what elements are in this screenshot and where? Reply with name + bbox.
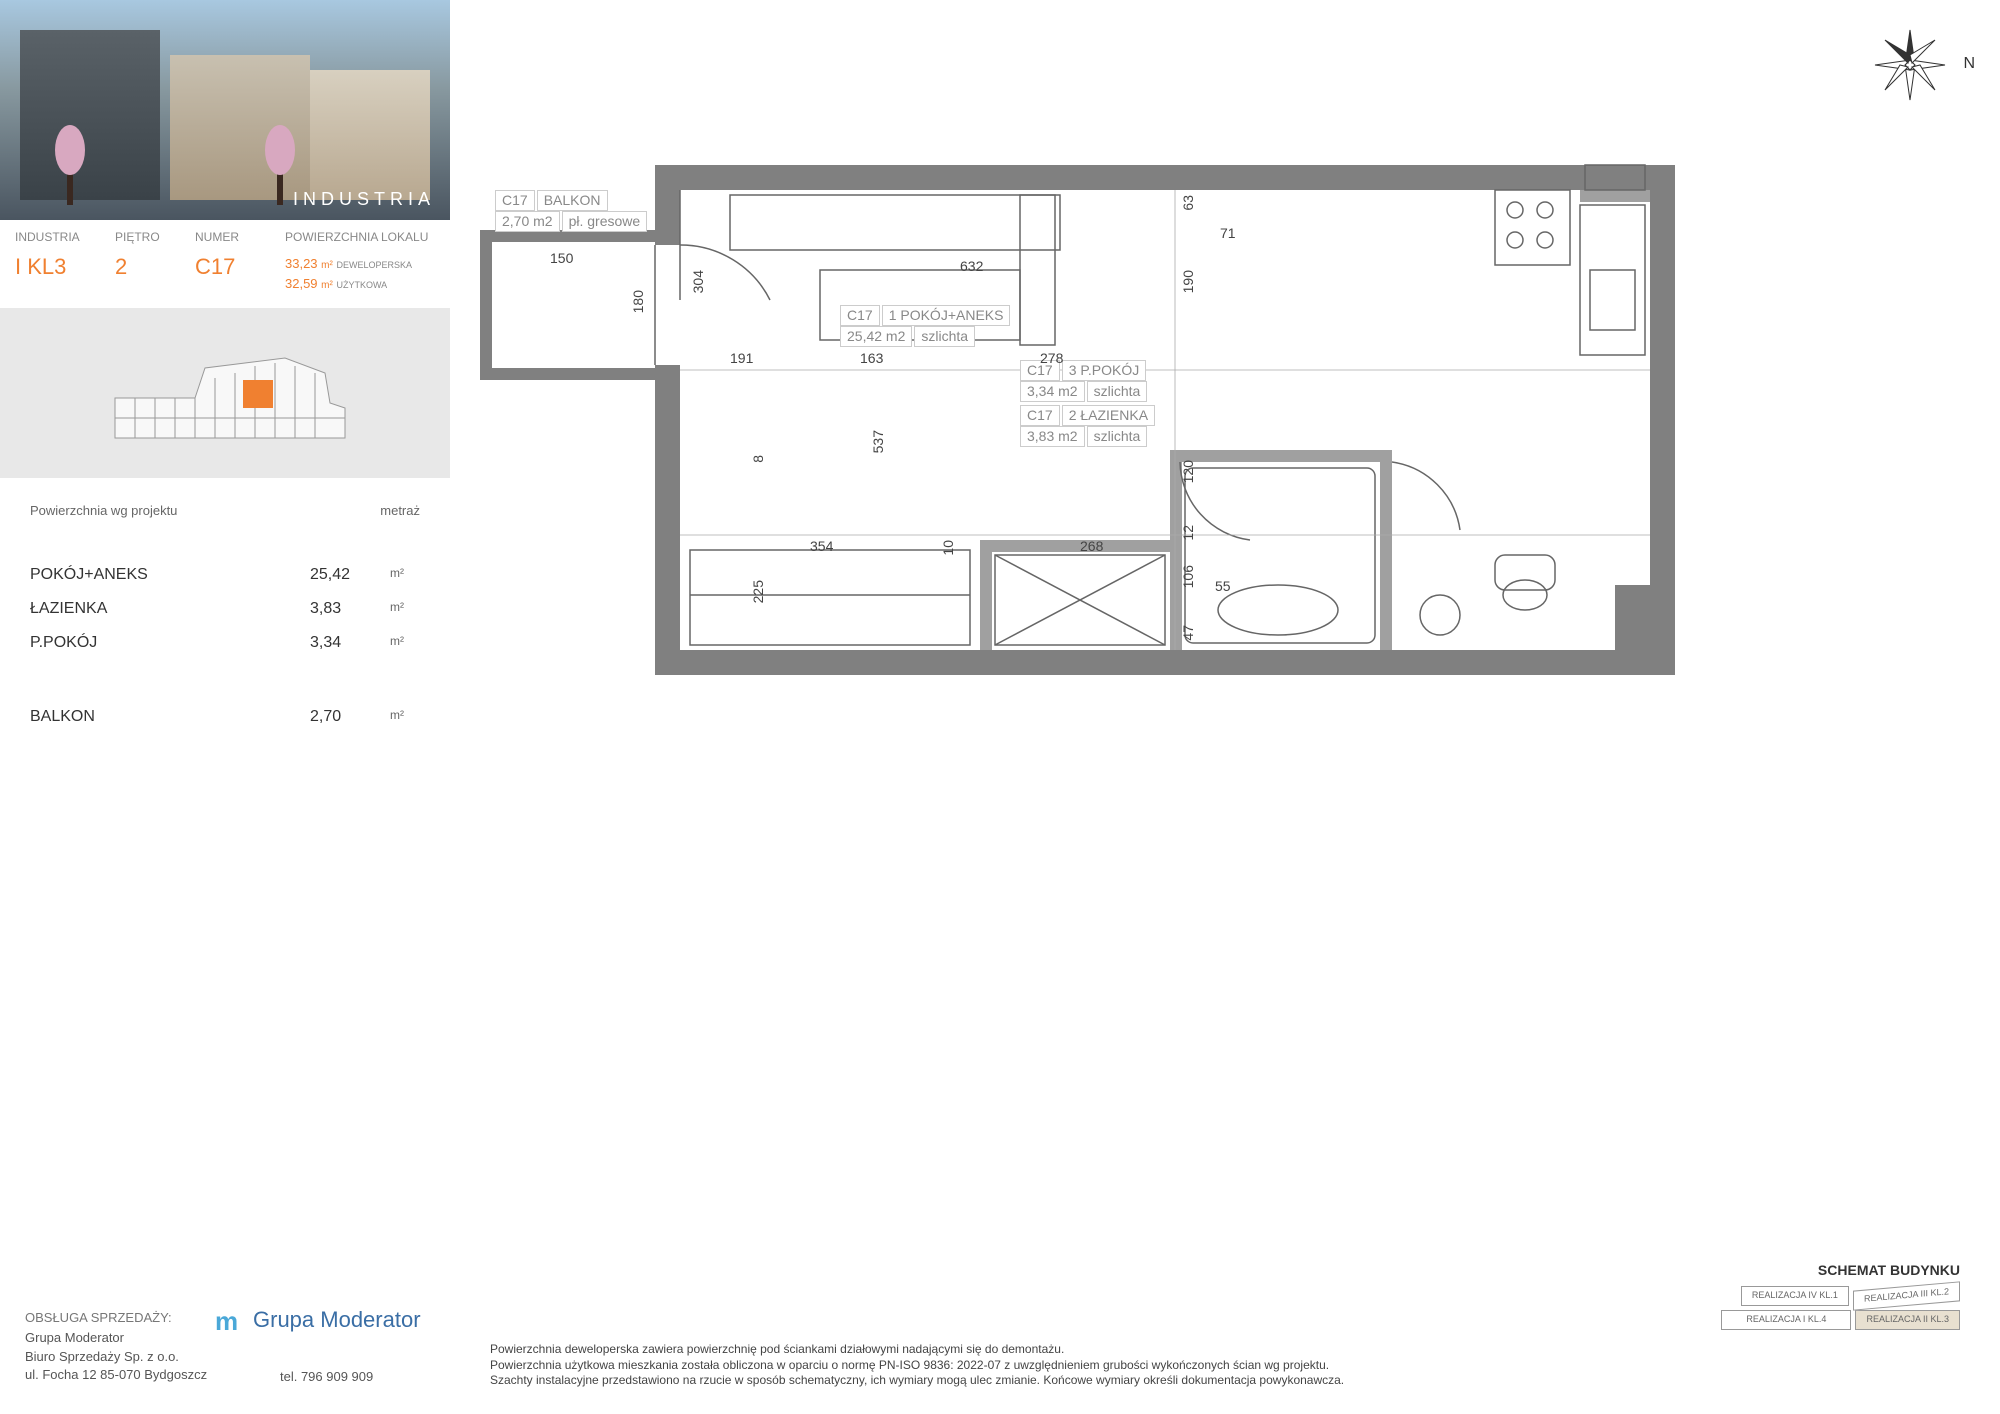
schema-box: REALIZACJA I KL.4 <box>1721 1310 1851 1330</box>
room-table: POKÓJ+ANEKS 25,42 m² ŁAZIENKA 3,83 m² P.… <box>0 528 450 734</box>
info-values: I KL3 2 C17 33,23 m² DEWELOPERSKA 32,59 … <box>0 249 450 308</box>
room-area: 3,34 <box>310 634 390 652</box>
dim: 180 <box>630 290 646 313</box>
table-header-left: Powierzchnia wg projektu <box>30 503 177 518</box>
building-locator <box>0 308 450 478</box>
footnote-line: Szachty instalacyjne przedstawiono na rz… <box>490 1373 1960 1389</box>
value-klatka: I KL3 <box>15 254 115 280</box>
table-header: Powierzchnia wg projektu metraż <box>0 478 450 528</box>
header-numer: NUMER <box>195 230 285 244</box>
dim: 225 <box>750 580 766 603</box>
dim: 150 <box>550 250 573 266</box>
dim: 632 <box>960 258 983 274</box>
area-use-unit: m² <box>321 280 333 291</box>
room-name: BALKON <box>30 708 310 726</box>
table-row: BALKON 2,70 m² <box>30 700 420 734</box>
dim: 106 <box>1180 565 1196 588</box>
contact-line: Biuro Sprzedaży Sp. z o.o. <box>25 1348 207 1366</box>
schema-box-active: REALIZACJA II KL.3 <box>1855 1310 1960 1330</box>
logo-text: Grupa Moderator <box>253 1307 421 1333</box>
dim: 8 <box>750 455 766 463</box>
schema-box: REALIZACJA IV KL.1 <box>1741 1286 1849 1306</box>
dim: 12 <box>1180 525 1196 541</box>
area-dev-label: DEWELOPERSKA <box>336 260 412 270</box>
header-pietro: PIĘTRO <box>115 230 195 244</box>
dim: 537 <box>870 430 886 453</box>
table-row: P.POKÓJ 3,34 m² <box>30 626 420 660</box>
dim: 71 <box>1220 225 1236 241</box>
contact-info: OBSŁUGA SPRZEDAŻY: Grupa Moderator Biuro… <box>25 1309 207 1384</box>
building-render: INDUSTRIA <box>0 0 450 220</box>
area-dev-unit: m² <box>321 260 333 271</box>
area-use-num: 32,59 <box>285 276 318 291</box>
dim: 10 <box>940 540 956 556</box>
schema-title: SCHEMAT BUDYNKU <box>1680 1262 1960 1278</box>
room-tag-balkon: C17BALKON 2,70 m2pł. gresowe <box>495 190 647 232</box>
contact-line: Grupa Moderator <box>25 1329 207 1347</box>
schema-box: REALIZACJA III KL.2 <box>1853 1282 1960 1311</box>
floor-plan: C17BALKON 2,70 m2pł. gresowe C171 POKÓJ+… <box>480 150 1840 800</box>
area-block: 33,23 m² DEWELOPERSKA 32,59 m² UŻYTKOWA <box>285 254 465 293</box>
footnote-line: Powierzchnia deweloperska zawiera powier… <box>490 1342 1960 1358</box>
room-area: 25,42 <box>310 566 390 584</box>
contact-header: OBSŁUGA SPRZEDAŻY: <box>25 1309 207 1327</box>
area-use-label: UŻYTKOWA <box>336 280 387 290</box>
dim: 268 <box>1080 538 1103 554</box>
area-dev-num: 33,23 <box>285 256 318 271</box>
value-pietro: 2 <box>115 254 195 280</box>
room-tag-pokoj: C171 POKÓJ+ANEKS 25,42 m2szlichta <box>840 305 1010 347</box>
room-tag-ppokoj: C173 P.POKÓJ 3,34 m2szlichta <box>1020 360 1147 402</box>
header-powierzchnia: POWIERZCHNIA LOKALU <box>285 230 465 244</box>
compass-icon <box>1870 25 1950 105</box>
room-area: 3,83 <box>310 600 390 618</box>
contact-phone: tel. 796 909 909 <box>280 1369 373 1384</box>
dim: 304 <box>690 270 706 293</box>
dim: 47 <box>1180 625 1196 641</box>
room-name: P.POKÓJ <box>30 634 310 652</box>
room-unit: m² <box>390 708 420 726</box>
room-name: ŁAZIENKA <box>30 600 310 618</box>
info-headers: INDUSTRIA PIĘTRO NUMER POWIERZCHNIA LOKA… <box>0 220 450 249</box>
unit-highlight <box>243 380 273 408</box>
dim: 63 <box>1180 195 1196 211</box>
dim: 278 <box>1040 350 1063 366</box>
dim: 190 <box>1180 270 1196 293</box>
render-project-name: INDUSTRIA <box>293 189 435 210</box>
table-row: POKÓJ+ANEKS 25,42 m² <box>30 558 420 592</box>
dim: 191 <box>730 350 753 366</box>
value-numer: C17 <box>195 254 285 280</box>
building-schema: SCHEMAT BUDYNKU REALIZACJA IV KL.1 REALI… <box>1680 1262 1960 1334</box>
left-panel: INDUSTRIA INDUSTRIA PIĘTRO NUMER POWIERZ… <box>0 0 450 1414</box>
dim: 354 <box>810 538 833 554</box>
room-unit: m² <box>390 566 420 584</box>
room-unit: m² <box>390 600 420 618</box>
room-unit: m² <box>390 634 420 652</box>
header-industria: INDUSTRIA <box>15 230 115 244</box>
room-tag-lazienka: C172 ŁAZIENKA 3,83 m2szlichta <box>1020 405 1155 447</box>
room-area: 2,70 <box>310 708 390 726</box>
footnote-line: Powierzchnia użytkowa mieszkania została… <box>490 1358 1960 1374</box>
logo-mark-icon: m <box>215 1306 243 1334</box>
table-row: ŁAZIENKA 3,83 m² <box>30 592 420 626</box>
dim: 163 <box>860 350 883 366</box>
footnotes: Powierzchnia deweloperska zawiera powier… <box>490 1342 1960 1389</box>
room-name: POKÓJ+ANEKS <box>30 566 310 584</box>
company-logo: m Grupa Moderator <box>215 1306 421 1334</box>
table-header-right: metraż <box>380 503 420 518</box>
compass-north-label: N <box>1963 55 1975 73</box>
dim: 120 <box>1180 460 1196 483</box>
dim: 55 <box>1215 578 1231 594</box>
contact-line: ul. Focha 12 85-070 Bydgoszcz <box>25 1366 207 1384</box>
